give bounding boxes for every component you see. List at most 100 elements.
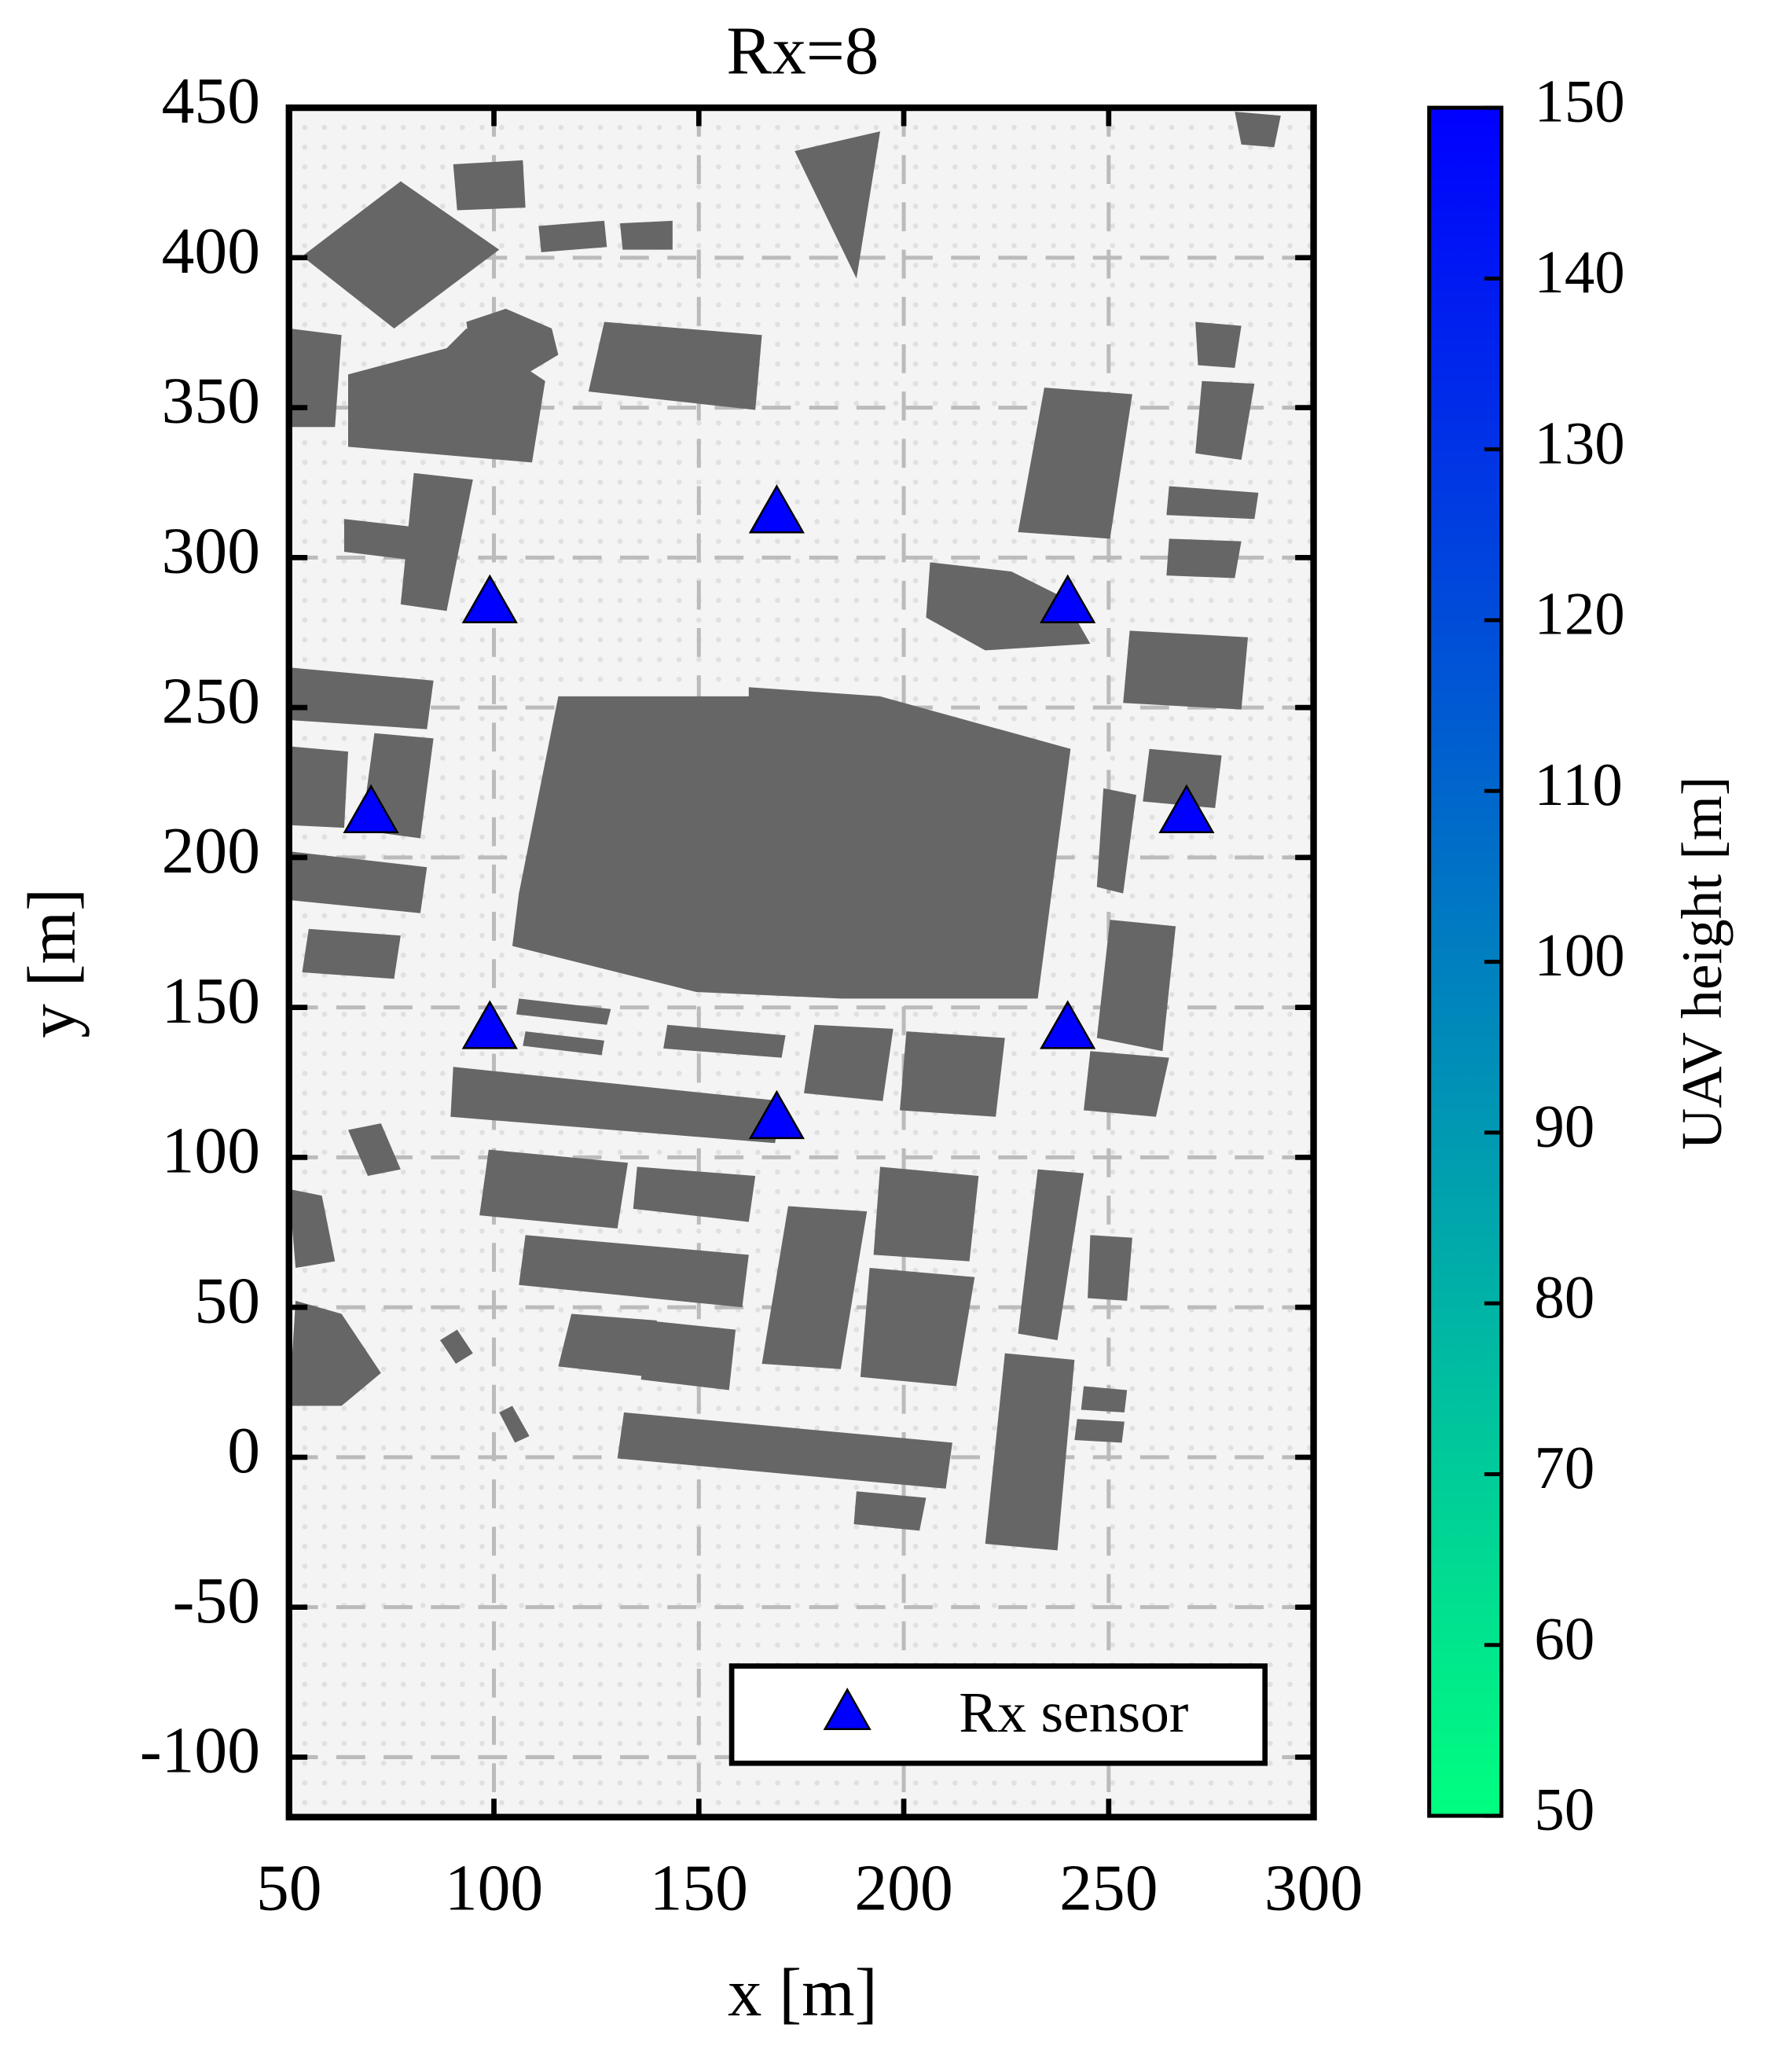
building xyxy=(804,1024,894,1101)
building xyxy=(1081,1386,1128,1413)
y-axis-label: y [m] xyxy=(14,888,90,1038)
building xyxy=(1195,380,1255,461)
legend-marker xyxy=(823,1688,871,1730)
building xyxy=(512,687,1071,999)
y-tick-label: 0 xyxy=(227,1415,260,1487)
building xyxy=(1096,920,1176,1052)
rx-sensor-marker xyxy=(1040,1000,1096,1049)
building xyxy=(633,1166,756,1222)
building xyxy=(663,1024,786,1058)
building xyxy=(1166,538,1242,579)
markers xyxy=(343,484,1215,1140)
y-tick-label: -100 xyxy=(140,1715,260,1787)
y-tick-label: 450 xyxy=(162,65,260,138)
building xyxy=(288,746,348,828)
legend-box xyxy=(728,1663,1268,1766)
building xyxy=(288,328,342,428)
x-tick-label: 250 xyxy=(1059,1853,1158,1925)
building xyxy=(523,1031,604,1056)
building xyxy=(302,181,500,329)
building xyxy=(558,1313,657,1377)
building xyxy=(620,220,673,250)
building xyxy=(761,1206,868,1369)
rx-sensor-marker xyxy=(343,784,399,833)
building xyxy=(347,1123,401,1177)
x-tick-label: 150 xyxy=(650,1853,748,1925)
building xyxy=(538,220,607,252)
rx-sensor-marker xyxy=(461,574,518,623)
building xyxy=(1166,486,1259,520)
building xyxy=(926,562,1091,651)
building xyxy=(440,1329,473,1365)
building xyxy=(288,667,434,729)
rx-sensor-marker xyxy=(1040,574,1096,623)
building xyxy=(288,851,427,913)
building xyxy=(1195,321,1242,369)
rx-sensor-marker xyxy=(748,484,805,534)
building xyxy=(499,1405,530,1443)
building xyxy=(519,1235,749,1308)
building xyxy=(985,1353,1075,1551)
building xyxy=(343,519,461,565)
y-tick-label: 50 xyxy=(194,1265,260,1337)
building xyxy=(479,1149,629,1229)
rx-sensor-marker xyxy=(461,1000,518,1049)
plot-frame xyxy=(285,104,1317,1820)
building xyxy=(794,131,880,279)
y-tick-label: 250 xyxy=(162,665,260,737)
y-tick-label: 350 xyxy=(162,366,260,438)
building xyxy=(640,1320,736,1391)
colorbar-tick-label: 150 xyxy=(1534,68,1624,135)
colorbar-tick-label: 70 xyxy=(1534,1434,1594,1501)
y-tick-label: 300 xyxy=(162,516,260,588)
colorbar-tick-label: 120 xyxy=(1534,580,1624,648)
building xyxy=(588,321,762,410)
x-tick-label: 300 xyxy=(1264,1853,1363,1925)
building xyxy=(1096,788,1136,894)
building xyxy=(1018,1169,1084,1340)
building xyxy=(1084,1051,1169,1117)
y-tick-label: 200 xyxy=(162,815,260,887)
colorbar-tick-label: 130 xyxy=(1534,409,1624,476)
y-tick-label: 150 xyxy=(162,965,260,1038)
chart-title: Rx=8 xyxy=(726,13,879,88)
building xyxy=(1074,1419,1125,1443)
building xyxy=(900,1031,1005,1117)
building xyxy=(1123,630,1249,710)
rx-sensor-marker xyxy=(748,1089,805,1140)
building xyxy=(466,308,559,375)
buildings xyxy=(288,112,1281,1551)
building xyxy=(1143,748,1222,808)
colorbar-axis: 50 60 70 80 90 100 110 120 130 140 150 xyxy=(1484,68,1625,1843)
legend-label: Rx sensor xyxy=(959,1680,1188,1744)
building xyxy=(1235,112,1281,148)
building xyxy=(617,1412,952,1489)
colorbar-tick-label: 50 xyxy=(1534,1776,1594,1843)
colorbar-tick-label: 90 xyxy=(1534,1093,1594,1160)
x-tick-label: 200 xyxy=(854,1853,952,1925)
building xyxy=(450,1067,782,1144)
building xyxy=(853,1491,927,1531)
x-axis-label: x [m] xyxy=(728,1955,878,2030)
building xyxy=(516,998,611,1025)
building xyxy=(288,1300,381,1406)
axes: 50 100 150 200 250 300 -100 -50 0 50 100 150 200 250 3… xyxy=(140,65,1363,1924)
building xyxy=(302,928,401,979)
colorbar-tick-label: 80 xyxy=(1534,1263,1594,1331)
colorbar-tick-label: 100 xyxy=(1534,921,1624,989)
colorbar-label: UAV height [m] xyxy=(1669,777,1734,1150)
building xyxy=(873,1166,979,1262)
building xyxy=(860,1268,975,1387)
building xyxy=(1018,388,1132,539)
colorbar-tick-label: 60 xyxy=(1534,1604,1594,1672)
colorbar-tick-label: 110 xyxy=(1534,751,1622,818)
legend: Rx sensor xyxy=(728,1663,1268,1766)
building xyxy=(1088,1235,1132,1301)
y-tick-label: 100 xyxy=(162,1115,260,1188)
rx-sensor-marker xyxy=(1158,784,1215,833)
x-tick-label: 50 xyxy=(256,1853,322,1925)
building xyxy=(453,160,526,211)
x-tick-label: 100 xyxy=(445,1853,543,1925)
